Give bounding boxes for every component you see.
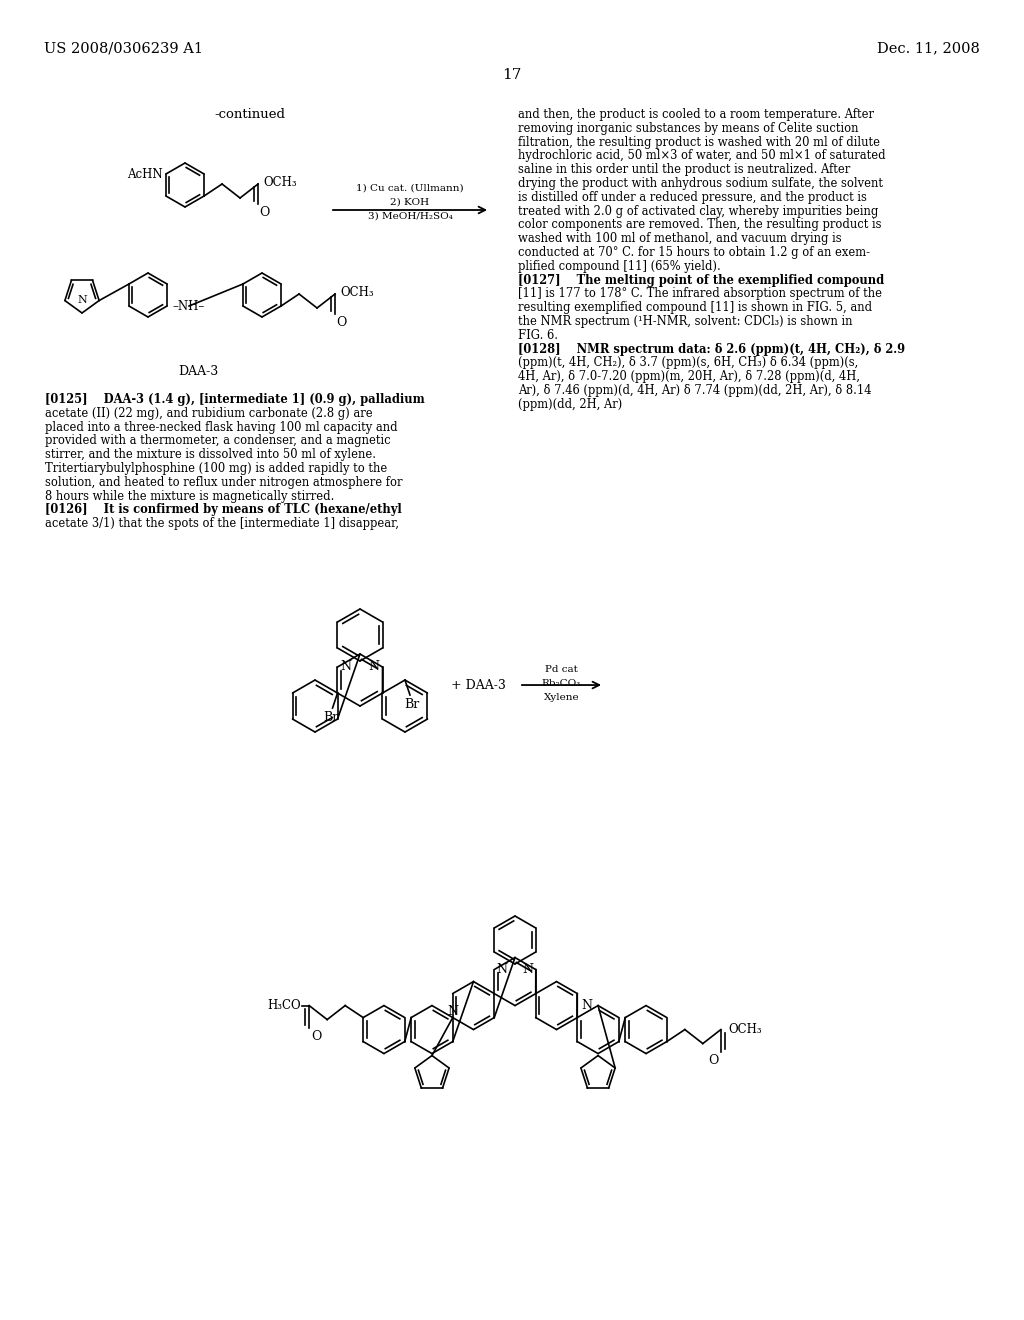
Text: filtration, the resulting product is washed with 20 ml of dilute: filtration, the resulting product is was… <box>518 136 880 149</box>
Text: N: N <box>77 294 87 305</box>
Text: N: N <box>447 1005 459 1018</box>
Text: O: O <box>336 315 346 329</box>
Text: Tritertiarybulylphosphine (100 mg) is added rapidly to the: Tritertiarybulylphosphine (100 mg) is ad… <box>45 462 387 475</box>
Text: O: O <box>311 1030 322 1043</box>
Text: [11] is 177 to 178° C. The infrared absorption spectrum of the: [11] is 177 to 178° C. The infrared abso… <box>518 288 882 301</box>
Text: AcHN: AcHN <box>127 168 163 181</box>
Text: resulting exemplified compound [11] is shown in FIG. 5, and: resulting exemplified compound [11] is s… <box>518 301 872 314</box>
Text: washed with 100 ml of methanol, and vacuum drying is: washed with 100 ml of methanol, and vacu… <box>518 232 842 246</box>
Text: US 2008/0306239 A1: US 2008/0306239 A1 <box>44 41 203 55</box>
Text: N: N <box>522 962 534 975</box>
Text: Pd cat: Pd cat <box>545 664 578 673</box>
Text: placed into a three-necked flask having 100 ml capacity and: placed into a three-necked flask having … <box>45 421 397 433</box>
Text: [0125]    DAA-3 (1.4 g), [intermediate 1] (0.9 g), palladium: [0125] DAA-3 (1.4 g), [intermediate 1] (… <box>45 393 425 407</box>
Text: 4H, Ar), δ 7.0-7.20 (ppm)(m, 20H, Ar), δ 7.28 (ppm)(d, 4H,: 4H, Ar), δ 7.0-7.20 (ppm)(m, 20H, Ar), δ… <box>518 370 860 383</box>
Text: FIG. 6.: FIG. 6. <box>518 329 558 342</box>
Text: acetate 3/1) that the spots of the [intermediate 1] disappear,: acetate 3/1) that the spots of the [inte… <box>45 517 399 531</box>
Text: drying the product with anhydrous sodium sulfate, the solvent: drying the product with anhydrous sodium… <box>518 177 883 190</box>
Text: –NH–: –NH– <box>172 300 205 313</box>
Text: 2) KOH: 2) KOH <box>390 198 429 206</box>
Text: N: N <box>340 660 351 673</box>
Text: saline in this order until the product is neutralized. After: saline in this order until the product i… <box>518 164 850 176</box>
Text: Dec. 11, 2008: Dec. 11, 2008 <box>878 41 980 55</box>
Text: Xylene: Xylene <box>544 693 580 701</box>
Text: OCH₃: OCH₃ <box>263 176 297 189</box>
Text: and then, the product is cooled to a room temperature. After: and then, the product is cooled to a roo… <box>518 108 874 121</box>
Text: [0127]    The melting point of the exemplified compound: [0127] The melting point of the exemplif… <box>518 273 885 286</box>
Text: 3) MeOH/H₂SO₄: 3) MeOH/H₂SO₄ <box>368 211 453 220</box>
Text: acetate (II) (22 mg), and rubidium carbonate (2.8 g) are: acetate (II) (22 mg), and rubidium carbo… <box>45 407 373 420</box>
Text: N: N <box>497 962 507 975</box>
Text: stirrer, and the mixture is dissolved into 50 ml of xylene.: stirrer, and the mixture is dissolved in… <box>45 449 376 461</box>
Text: is distilled off under a reduced pressure, and the product is: is distilled off under a reduced pressur… <box>518 191 867 203</box>
Text: N: N <box>369 660 380 673</box>
Text: color components are removed. Then, the resulting product is: color components are removed. Then, the … <box>518 218 882 231</box>
Text: OCH₃: OCH₃ <box>340 285 374 298</box>
Text: (ppm)(t, 4H, CH₂), δ 3.7 (ppm)(s, 6H, CH₃) δ 6.34 (ppm)(s,: (ppm)(t, 4H, CH₂), δ 3.7 (ppm)(s, 6H, CH… <box>518 356 858 370</box>
Text: treated with 2.0 g of activated clay, whereby impurities being: treated with 2.0 g of activated clay, wh… <box>518 205 879 218</box>
Text: O: O <box>709 1053 719 1067</box>
Text: provided with a thermometer, a condenser, and a magnetic: provided with a thermometer, a condenser… <box>45 434 390 447</box>
Text: hydrochloric acid, 50 ml×3 of water, and 50 ml×1 of saturated: hydrochloric acid, 50 ml×3 of water, and… <box>518 149 886 162</box>
Text: 17: 17 <box>503 69 521 82</box>
Text: solution, and heated to reflux under nitrogen atmosphere for: solution, and heated to reflux under nit… <box>45 475 402 488</box>
Text: plified compound [11] (65% yield).: plified compound [11] (65% yield). <box>518 260 721 273</box>
Text: the NMR spectrum (¹H-NMR, solvent: CDCl₃) is shown in: the NMR spectrum (¹H-NMR, solvent: CDCl₃… <box>518 315 853 327</box>
Text: OCH₃: OCH₃ <box>729 1023 763 1036</box>
Text: N: N <box>582 999 593 1012</box>
Text: Rb₂CO₃: Rb₂CO₃ <box>542 678 581 688</box>
Text: DAA-3: DAA-3 <box>178 366 219 378</box>
Text: (ppm)(dd, 2H, Ar): (ppm)(dd, 2H, Ar) <box>518 397 623 411</box>
Text: 1) Cu cat. (Ullmann): 1) Cu cat. (Ullmann) <box>356 183 464 193</box>
Text: H₃CO: H₃CO <box>267 999 301 1012</box>
Text: -continued: -continued <box>214 108 286 121</box>
Text: removing inorganic substances by means of Celite suction: removing inorganic substances by means o… <box>518 121 858 135</box>
Text: [0128]    NMR spectrum data: δ 2.6 (ppm)(t, 4H, CH₂), δ 2.9: [0128] NMR spectrum data: δ 2.6 (ppm)(t,… <box>518 343 905 355</box>
Text: conducted at 70° C. for 15 hours to obtain 1.2 g of an exem-: conducted at 70° C. for 15 hours to obta… <box>518 246 870 259</box>
Text: [0126]    It is confirmed by means of TLC (hexane/ethyl: [0126] It is confirmed by means of TLC (… <box>45 503 401 516</box>
Text: Br: Br <box>323 711 338 725</box>
Text: + DAA-3: + DAA-3 <box>451 678 506 692</box>
Text: O: O <box>259 206 269 219</box>
Text: Br: Br <box>404 698 420 711</box>
Text: 8 hours while the mixture is magnetically stirred.: 8 hours while the mixture is magneticall… <box>45 490 335 503</box>
Text: Ar), δ 7.46 (ppm)(d, 4H, Ar) δ 7.74 (ppm)(dd, 2H, Ar), δ 8.14: Ar), δ 7.46 (ppm)(d, 4H, Ar) δ 7.74 (ppm… <box>518 384 871 397</box>
